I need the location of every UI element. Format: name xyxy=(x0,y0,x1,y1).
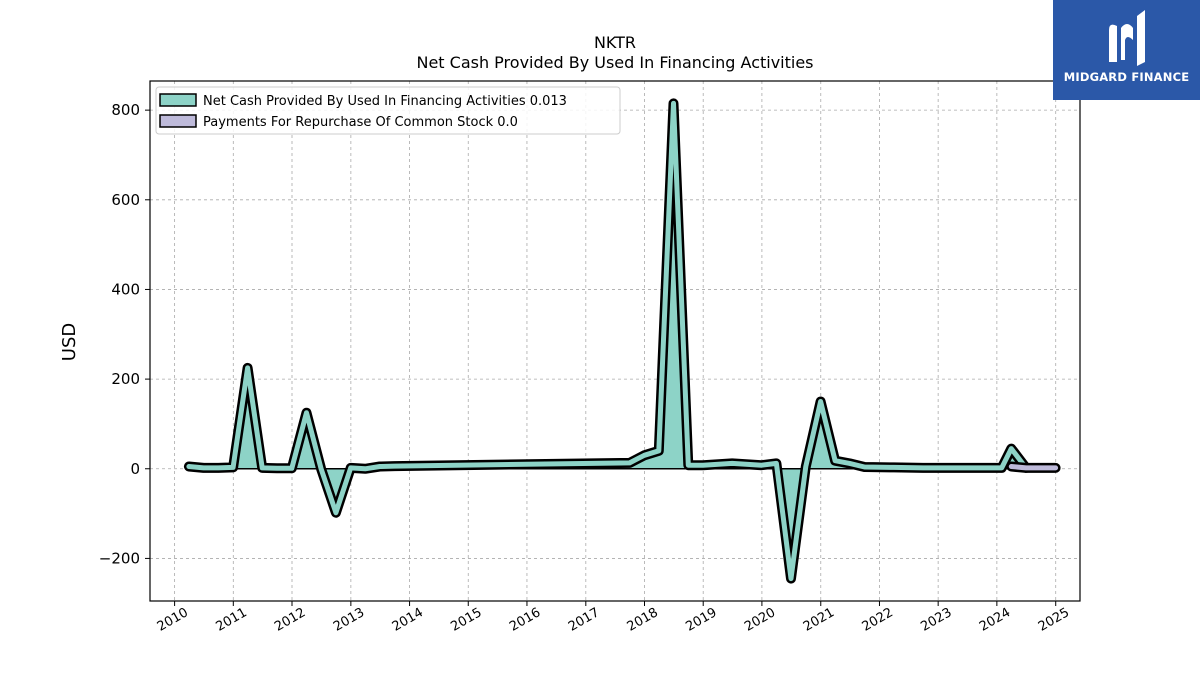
series-0-point xyxy=(350,467,352,469)
x-tick-label: 2021 xyxy=(801,605,837,635)
x-tick-label: 2013 xyxy=(331,605,367,635)
series-0-point xyxy=(864,466,865,468)
series-0-point xyxy=(820,401,822,402)
series-0-point xyxy=(805,466,807,467)
series-0-point xyxy=(261,467,263,469)
series-0-point xyxy=(306,412,307,414)
series-0-point xyxy=(790,578,792,580)
series-0-point xyxy=(761,464,763,466)
series-0-point xyxy=(849,462,851,464)
midgard-finance-logo: MIDGARD FINANCE xyxy=(1053,0,1200,100)
series-0-outline xyxy=(183,98,1031,584)
series-0-point xyxy=(775,462,777,464)
y-tick-label: 800 xyxy=(111,101,140,119)
series-0-point xyxy=(731,462,733,464)
x-tick-label: 2020 xyxy=(742,605,778,635)
legend-label-net-cash: Net Cash Provided By Used In Financing A… xyxy=(203,94,567,109)
series-0-point xyxy=(1001,467,1003,469)
y-tick-label: 600 xyxy=(111,191,140,209)
x-tick-label: 2023 xyxy=(918,605,954,635)
series-1-point xyxy=(1010,466,1012,467)
series-0-point xyxy=(893,466,895,468)
series-0-point xyxy=(687,464,689,466)
series-0-point xyxy=(232,466,234,468)
series-0-point xyxy=(320,468,322,470)
series-0-point xyxy=(702,464,704,466)
brand-name: MIDGARD FINANCE xyxy=(1063,70,1190,84)
chart-subtitle: Net Cash Provided By Used In Financing A… xyxy=(416,53,813,72)
chart-title: NKTR xyxy=(594,33,636,52)
x-tick-label: 2018 xyxy=(625,605,661,635)
x-tick-label: 2010 xyxy=(155,605,191,635)
series-0-point xyxy=(276,467,278,469)
legend-swatch-repurchase xyxy=(159,114,197,128)
x-tick-label: 2019 xyxy=(683,605,719,635)
grid xyxy=(150,81,1080,601)
series-0-point xyxy=(922,467,924,469)
series-0-point xyxy=(1010,448,1012,450)
series-0-point xyxy=(335,512,337,514)
x-tick-label: 2016 xyxy=(507,605,543,635)
midgard-m-logo-icon xyxy=(1109,10,1145,66)
series-0-point xyxy=(291,467,293,469)
series-0-point xyxy=(217,467,219,469)
legend: Net Cash Provided By Used In Financing A… xyxy=(155,86,621,135)
series-0-point xyxy=(394,465,396,467)
y-axis-label: USD xyxy=(59,323,80,361)
series-1-point xyxy=(1025,467,1027,469)
series-0-point xyxy=(673,102,674,104)
series-1-line xyxy=(1008,464,1059,471)
legend-swatch-net-cash xyxy=(159,93,197,107)
series-0-line xyxy=(186,100,1029,582)
series-1-point xyxy=(1055,467,1057,469)
series-0-point xyxy=(379,466,381,467)
series-0-point xyxy=(658,450,660,452)
series-0-point xyxy=(643,454,645,456)
legend-label-repurchase: Payments For Repurchase Of Common Stock … xyxy=(203,115,518,130)
x-tick-label: 2022 xyxy=(860,605,896,635)
series-0-point xyxy=(188,466,190,467)
y-tick-label: 400 xyxy=(111,280,140,298)
plot-frame xyxy=(149,80,1081,602)
y-tick-label: −200 xyxy=(99,549,140,567)
y-tick-label: 200 xyxy=(111,370,140,388)
legend-box xyxy=(155,86,621,135)
series-0-area xyxy=(188,103,1027,579)
series-1-point xyxy=(1040,467,1042,469)
x-tick-label: 2017 xyxy=(566,605,602,635)
x-tick-label: 2011 xyxy=(213,605,249,635)
x-tick-label: 2025 xyxy=(1036,605,1072,635)
series-0-point xyxy=(629,462,631,464)
series-0-point xyxy=(247,367,249,369)
x-tick-label: 2024 xyxy=(977,605,1013,635)
series-layer xyxy=(183,98,1061,584)
x-tick-label: 2014 xyxy=(390,605,426,635)
x-tick-label: 2012 xyxy=(272,605,308,635)
y-tick-label: 0 xyxy=(130,460,140,478)
series-0-point xyxy=(364,468,366,470)
series-0-point xyxy=(834,460,836,462)
x-tick-label: 2015 xyxy=(448,605,484,635)
series-0-point xyxy=(203,467,205,469)
